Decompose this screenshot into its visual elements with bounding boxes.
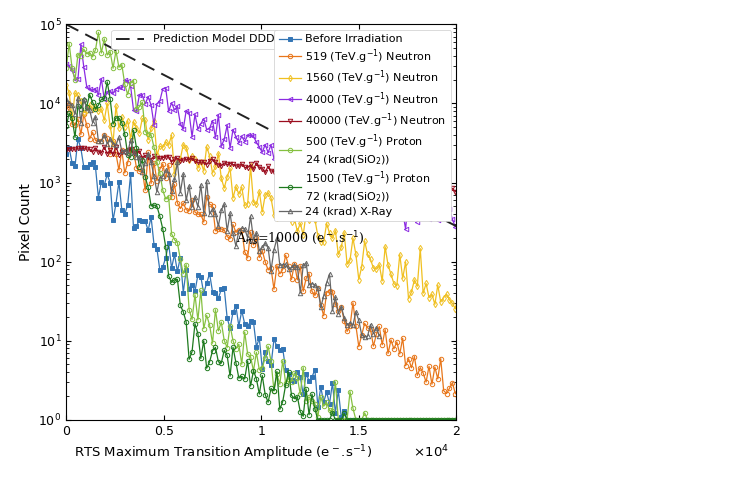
Before Irradiation (74, 136, 82, 142)
1500 (TeV.g$^{-1}$) Proton
72 (krad(SiO$_2$)) (407, 417, 416, 423)
40000 (TeV.g$^{-1}$) Neutron (272, 167, 281, 173)
500 (TeV.g$^{-1}$) Proton
24 (krad(SiO$_2$)) (334, 417, 343, 423)
1500 (TeV.g$^{-1}$) Proton
72 (krad(SiO$_2$)) (434, 417, 442, 423)
1560 (TeV.g$^{-1}$) Neutron (343, 262, 352, 267)
500 (TeV.g$^{-1}$) Proton
24 (krad(SiO$_2$)) (349, 406, 358, 411)
1500 (TeV.g$^{-1}$) Proton
72 (krad(SiO$_2$)) (314, 417, 322, 423)
Line: Before Irradiation: Before Irradiation (64, 137, 461, 422)
500 (TeV.g$^{-1}$) Proton
24 (krad(SiO$_2$)) (272, 371, 281, 377)
1560 (TeV.g$^{-1}$) Neutron (428, 291, 436, 297)
Before Irradiation (407, 417, 416, 423)
24 (krad) X-Ray (360, 334, 369, 340)
500 (TeV.g$^{-1}$) Proton
24 (krad(SiO$_2$)) (407, 417, 416, 423)
1500 (TeV.g$^{-1}$) Proton
72 (krad(SiO$_2$)) (62, 123, 71, 129)
500 (TeV.g$^{-1}$) Proton
24 (krad(SiO$_2$)) (287, 379, 296, 385)
500 (TeV.g$^{-1}$) Proton
24 (krad(SiO$_2$)) (434, 417, 442, 423)
4000 (TeV.g$^{-1}$) Neutron (454, 219, 463, 225)
4000 (TeV.g$^{-1}$) Neutron (77, 41, 85, 47)
24 (krad) X-Ray (334, 310, 343, 316)
4000 (TeV.g$^{-1}$) Neutron (401, 226, 410, 232)
Before Irradiation (287, 377, 296, 383)
519 (TeV.g$^{-1}$) Neutron (272, 263, 281, 268)
40000 (TeV.g$^{-1}$) Neutron (155, 155, 164, 161)
1500 (TeV.g$^{-1}$) Proton
72 (krad(SiO$_2$)) (454, 417, 463, 423)
40000 (TeV.g$^{-1}$) Neutron (451, 189, 460, 195)
40000 (TeV.g$^{-1}$) Neutron (346, 175, 355, 181)
24 (krad) X-Ray (340, 315, 349, 321)
519 (TeV.g$^{-1}$) Neutron (287, 277, 296, 283)
Text: A$_{rts}$=10000 (e$^-$.s$^{-1}$): A$_{rts}$=10000 (e$^-$.s$^{-1}$) (236, 229, 364, 247)
40000 (TeV.g$^{-1}$) Neutron (454, 185, 463, 191)
X-axis label: RTS Maximum Transition Amplitude (e$^-$.s$^{-1}$)          $\times$10$^4$: RTS Maximum Transition Amplitude (e$^-$.… (74, 443, 449, 463)
24 (krad) X-Ray (115, 134, 124, 140)
Before Irradiation (62, 151, 71, 157)
40000 (TeV.g$^{-1}$) Neutron (431, 182, 439, 188)
Before Irradiation (272, 344, 281, 349)
4000 (TeV.g$^{-1}$) Neutron (287, 156, 296, 162)
40000 (TeV.g$^{-1}$) Neutron (404, 184, 413, 190)
1500 (TeV.g$^{-1}$) Proton
72 (krad(SiO$_2$)) (103, 79, 112, 85)
519 (TeV.g$^{-1}$) Neutron (454, 384, 463, 390)
24 (krad) X-Ray (97, 138, 106, 144)
Before Irradiation (454, 417, 463, 423)
Before Irradiation (155, 267, 164, 273)
1560 (TeV.g$^{-1}$) Neutron (152, 152, 161, 158)
519 (TeV.g$^{-1}$) Neutron (62, 107, 71, 113)
1560 (TeV.g$^{-1}$) Neutron (62, 82, 71, 88)
500 (TeV.g$^{-1}$) Proton
24 (krad(SiO$_2$)) (155, 170, 164, 176)
24 (krad) X-Ray (314, 285, 322, 291)
1500 (TeV.g$^{-1}$) Proton
72 (krad(SiO$_2$)) (272, 368, 281, 374)
500 (TeV.g$^{-1}$) Proton
24 (krad(SiO$_2$)) (94, 29, 103, 35)
4000 (TeV.g$^{-1}$) Neutron (62, 61, 71, 67)
4000 (TeV.g$^{-1}$) Neutron (155, 98, 164, 104)
24 (krad) X-Ray (211, 211, 220, 217)
Line: 519 (TeV.g$^{-1}$) Neutron: 519 (TeV.g$^{-1}$) Neutron (64, 102, 461, 396)
Line: 500 (TeV.g$^{-1}$) Proton
24 (krad(SiO$_2$)): 500 (TeV.g$^{-1}$) Proton 24 (krad(SiO$_… (64, 30, 461, 422)
4000 (TeV.g$^{-1}$) Neutron (272, 149, 281, 155)
519 (TeV.g$^{-1}$) Neutron (404, 356, 413, 362)
1560 (TeV.g$^{-1}$) Neutron (451, 306, 460, 312)
1500 (TeV.g$^{-1}$) Proton
72 (krad(SiO$_2$)) (287, 392, 296, 398)
Before Irradiation (434, 417, 442, 423)
4000 (TeV.g$^{-1}$) Neutron (434, 217, 442, 223)
4000 (TeV.g$^{-1}$) Neutron (346, 193, 355, 199)
40000 (TeV.g$^{-1}$) Neutron (287, 169, 296, 175)
519 (TeV.g$^{-1}$) Neutron (65, 102, 74, 107)
Before Irradiation (349, 417, 358, 423)
Y-axis label: Pixel Count: Pixel Count (19, 183, 33, 261)
24 (krad) X-Ray (62, 96, 71, 102)
24 (krad) X-Ray (74, 95, 82, 101)
500 (TeV.g$^{-1}$) Proton
24 (krad(SiO$_2$)) (454, 417, 463, 423)
1500 (TeV.g$^{-1}$) Proton
72 (krad(SiO$_2$)) (349, 417, 358, 423)
40000 (TeV.g$^{-1}$) Neutron (62, 147, 71, 153)
Line: 1560 (TeV.g$^{-1}$) Neutron: 1560 (TeV.g$^{-1}$) Neutron (64, 83, 461, 311)
Line: 40000 (TeV.g$^{-1}$) Neutron: 40000 (TeV.g$^{-1}$) Neutron (64, 144, 461, 194)
40000 (TeV.g$^{-1}$) Neutron (100, 144, 109, 150)
Line: 1500 (TeV.g$^{-1}$) Proton
72 (krad(SiO$_2$)): 1500 (TeV.g$^{-1}$) Proton 72 (krad(SiO$… (64, 80, 461, 422)
519 (TeV.g$^{-1}$) Neutron (346, 324, 355, 329)
Before Irradiation (343, 417, 352, 423)
24 (krad) X-Ray (375, 333, 383, 339)
Line: 4000 (TeV.g$^{-1}$) Neutron: 4000 (TeV.g$^{-1}$) Neutron (64, 42, 461, 231)
519 (TeV.g$^{-1}$) Neutron (431, 364, 439, 370)
Line: 24 (krad) X-Ray: 24 (krad) X-Ray (64, 96, 381, 339)
Legend: Before Irradiation, 519 (TeV.g$^{-1}$) Neutron, 1560 (TeV.g$^{-1}$) Neutron, 400: Before Irradiation, 519 (TeV.g$^{-1}$) N… (275, 30, 450, 221)
4000 (TeV.g$^{-1}$) Neutron (407, 199, 416, 205)
519 (TeV.g$^{-1}$) Neutron (451, 391, 460, 397)
1500 (TeV.g$^{-1}$) Proton
72 (krad(SiO$_2$)) (155, 213, 164, 219)
1560 (TeV.g$^{-1}$) Neutron (269, 212, 278, 218)
519 (TeV.g$^{-1}$) Neutron (155, 166, 164, 172)
1560 (TeV.g$^{-1}$) Neutron (454, 293, 463, 299)
1560 (TeV.g$^{-1}$) Neutron (284, 205, 293, 211)
500 (TeV.g$^{-1}$) Proton
24 (krad(SiO$_2$)) (62, 65, 71, 71)
1560 (TeV.g$^{-1}$) Neutron (401, 259, 410, 265)
